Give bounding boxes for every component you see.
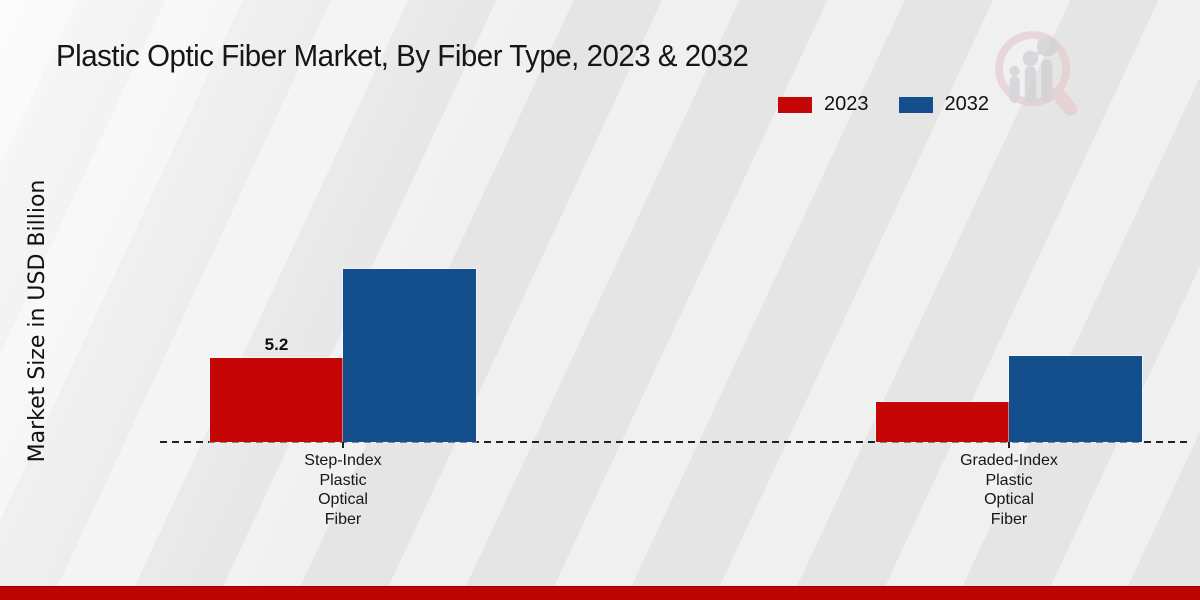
- bar-value-label: 5.2: [264, 335, 289, 354]
- accent-bottom-bar: [0, 586, 1200, 600]
- legend-item-2023: 2023: [778, 93, 869, 116]
- legend-label-2023: 2023: [824, 93, 869, 115]
- magnifier-bar-chart-logo-icon: [995, 31, 1078, 116]
- chart-title: Plastic Optic Fiber Market, By Fiber Typ…: [56, 38, 749, 73]
- bar-2023-category-0: [210, 358, 343, 442]
- bar-2023-category-1: [876, 402, 1009, 442]
- bar-2032-category-0: [343, 269, 476, 442]
- bar-2032-category-1: [1009, 356, 1142, 442]
- category-label: Graded-Index Plastic Optical Fiber: [960, 452, 1058, 528]
- x-axis-baseline: [160, 441, 1190, 443]
- legend-swatch-2023: [778, 96, 812, 113]
- legend-item-2032: 2032: [898, 93, 990, 116]
- legend: 2023 2032: [778, 93, 989, 116]
- category-label: Step-Index Plastic Optical Fiber: [304, 452, 382, 528]
- x-axis-tick: [342, 442, 344, 448]
- x-axis-tick: [1008, 442, 1010, 448]
- legend-label-2032: 2032: [944, 93, 990, 115]
- legend-swatch-2032: [898, 96, 933, 113]
